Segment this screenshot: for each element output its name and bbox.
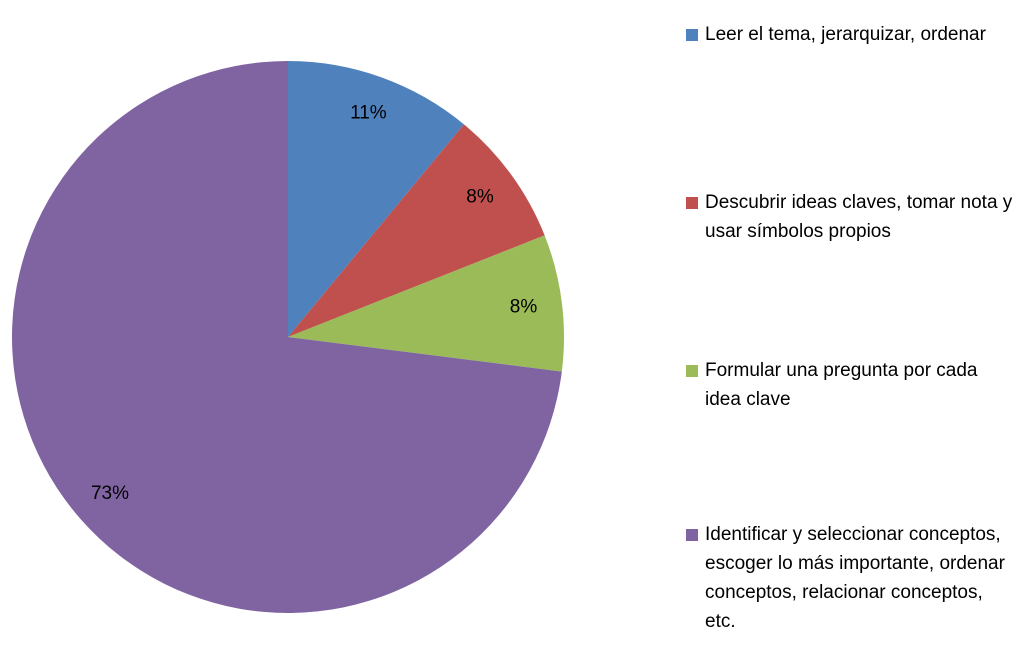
data-label: 8%: [466, 186, 494, 207]
legend-label: Identificar y seleccionar conceptos, esc…: [705, 524, 1005, 632]
legend-item: Identificar y seleccionar conceptos, esc…: [686, 520, 1016, 636]
pie-slice: [288, 124, 545, 337]
legend-item: Descubrir ideas claves, tomar nota y usa…: [686, 188, 1016, 246]
legend-label: Formular una pregunta por cada idea clav…: [705, 360, 978, 410]
legend-swatch: [686, 365, 698, 377]
legend-label: Descubrir ideas claves, tomar nota y usa…: [705, 192, 1013, 242]
data-label: 8%: [510, 296, 538, 317]
pie-slice: [288, 61, 464, 337]
legend-item: Formular una pregunta por cada idea clav…: [686, 356, 1016, 414]
legend-label: Leer el tema, jerarquizar, ordenar: [705, 24, 986, 45]
pie-slice: [11, 61, 562, 614]
data-label: 11%: [350, 103, 387, 124]
pie-slice: [288, 235, 564, 372]
data-label: 73%: [91, 483, 129, 504]
legend-swatch: [686, 529, 698, 541]
legend-item: Leer el tema, jerarquizar, ordenar: [686, 20, 1016, 49]
legend-swatch: [686, 197, 698, 209]
legend-swatch: [686, 29, 698, 41]
